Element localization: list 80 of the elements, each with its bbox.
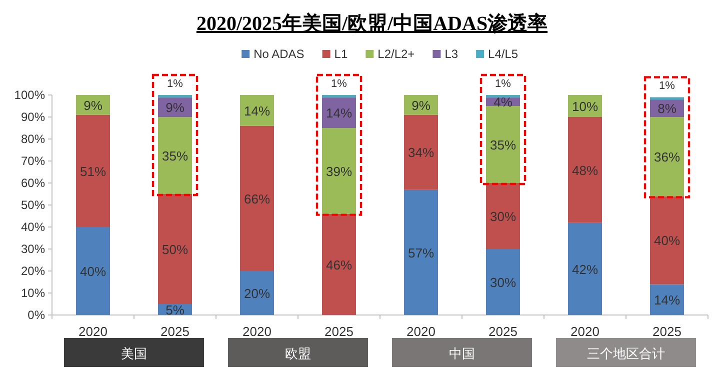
x-tick-label: 2020 (242, 324, 272, 339)
bar (486, 249, 520, 315)
legend-label: L3 (444, 47, 458, 61)
y-tick-label: 50% (20, 198, 46, 212)
data-label: 40% (654, 233, 680, 248)
data-label: 35% (162, 148, 188, 164)
data-label: 8% (658, 101, 677, 116)
chart-title: 2020/2025年美国/欧盟/中国ADAS渗透率 (196, 12, 548, 35)
bar (76, 114, 110, 227)
y-tick-label: 30% (20, 242, 46, 256)
data-label: 36% (654, 150, 680, 165)
text: 三个地区合计 (587, 346, 665, 361)
data-label: 48% (572, 162, 598, 178)
x-tick-label: 2020 (78, 324, 108, 339)
bar (486, 183, 520, 249)
y-tick-label: 10% (20, 286, 46, 300)
bar (240, 95, 274, 126)
bar (568, 222, 602, 315)
y-tick-label: 40% (20, 220, 46, 234)
data-label: 9% (412, 98, 431, 113)
bar (404, 190, 438, 315)
legend-label: L2/L2+ (378, 47, 415, 61)
legend-label: L4/L5 (488, 47, 518, 61)
y-tick-label: 20% (20, 264, 46, 278)
data-label: 46% (326, 257, 352, 272)
bar (322, 97, 356, 128)
text: 美国 (121, 346, 147, 361)
data-label: 1% (167, 78, 184, 90)
bar (76, 227, 110, 315)
data-label: 1% (495, 78, 512, 90)
y-tick-label: 60% (20, 176, 46, 190)
x-tick-label: 2020 (570, 324, 600, 339)
data-label: 1% (331, 78, 348, 90)
data-label: 14% (244, 103, 270, 118)
x-tick-label: 2025 (488, 324, 518, 339)
bar (486, 106, 520, 183)
legend-label: L1 (334, 47, 348, 61)
y-tick-label: 100% (14, 88, 46, 102)
bar (158, 117, 192, 194)
y-tick-label: 80% (20, 132, 46, 146)
data-label: 39% (326, 164, 352, 179)
data-label: 10% (572, 99, 598, 114)
x-tick-label: 2025 (652, 324, 682, 339)
data-label: 57% (408, 245, 434, 260)
y-tick-label: 70% (20, 154, 46, 168)
text: 中国 (449, 346, 475, 361)
bar (650, 196, 684, 284)
x-tick-label: 2025 (160, 324, 190, 339)
bar (158, 194, 192, 304)
bar (322, 128, 356, 214)
bar (650, 117, 684, 196)
y-tick-label: 0% (28, 308, 46, 322)
x-tick-label: 2020 (406, 324, 436, 339)
data-label: 9% (84, 98, 103, 113)
bar (568, 117, 602, 223)
bar (240, 271, 274, 315)
data-label: 14% (326, 106, 352, 121)
data-label: 50% (162, 242, 188, 257)
data-label: 40% (80, 264, 106, 279)
data-label: 42% (572, 262, 598, 277)
data-label: 9% (166, 100, 185, 116)
data-label: 34% (408, 145, 434, 160)
text: 欧盟 (285, 346, 311, 361)
data-label: 35% (490, 138, 516, 152)
data-label: 14% (654, 292, 680, 308)
data-label: 1% (659, 80, 676, 92)
y-tick-label: 90% (20, 110, 46, 124)
bar (322, 214, 356, 315)
bar (650, 284, 684, 315)
data-label: 30% (490, 275, 516, 290)
data-label: 51% (80, 164, 106, 179)
bar (240, 126, 274, 271)
data-label: 30% (490, 209, 516, 224)
bar (404, 114, 438, 190)
legend-label: No ADAS (254, 47, 304, 61)
x-tick-label: 2025 (324, 324, 354, 339)
data-label: 4% (494, 94, 513, 110)
data-label: 66% (244, 191, 270, 206)
data-label: 5% (166, 302, 185, 318)
data-label: 20% (244, 286, 270, 301)
